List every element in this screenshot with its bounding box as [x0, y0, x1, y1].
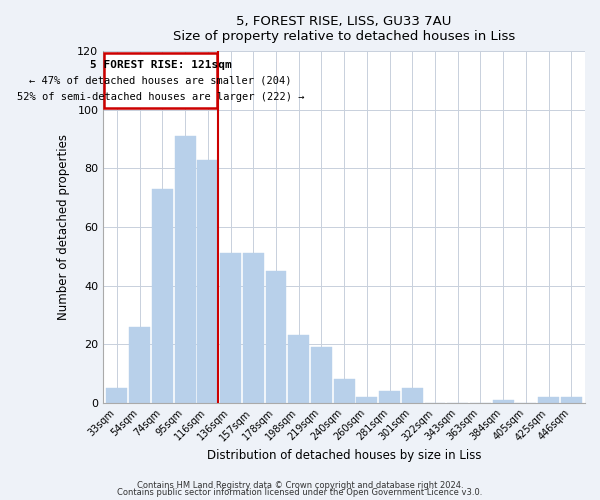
Bar — [334, 380, 355, 403]
Bar — [129, 326, 150, 403]
Bar — [311, 347, 332, 403]
Text: Contains public sector information licensed under the Open Government Licence v3: Contains public sector information licen… — [118, 488, 482, 497]
Bar — [379, 391, 400, 403]
Bar — [152, 189, 173, 403]
Bar — [106, 388, 127, 403]
Bar — [288, 336, 309, 403]
Bar — [243, 254, 263, 403]
Text: 5 FOREST RISE: 121sqm: 5 FOREST RISE: 121sqm — [90, 60, 232, 70]
Y-axis label: Number of detached properties: Number of detached properties — [58, 134, 70, 320]
Bar — [266, 271, 286, 403]
Text: ← 47% of detached houses are smaller (204): ← 47% of detached houses are smaller (20… — [29, 76, 292, 86]
Bar — [220, 254, 241, 403]
Bar — [561, 397, 582, 403]
Bar — [402, 388, 423, 403]
Bar — [493, 400, 514, 403]
Bar — [356, 397, 377, 403]
Text: Contains HM Land Registry data © Crown copyright and database right 2024.: Contains HM Land Registry data © Crown c… — [137, 480, 463, 490]
Text: 52% of semi-detached houses are larger (222) →: 52% of semi-detached houses are larger (… — [17, 92, 304, 102]
Bar — [538, 397, 559, 403]
Bar — [104, 52, 217, 108]
Bar — [175, 136, 196, 403]
Bar — [197, 160, 218, 403]
Title: 5, FOREST RISE, LISS, GU33 7AU
Size of property relative to detached houses in L: 5, FOREST RISE, LISS, GU33 7AU Size of p… — [173, 15, 515, 43]
X-axis label: Distribution of detached houses by size in Liss: Distribution of detached houses by size … — [207, 450, 481, 462]
